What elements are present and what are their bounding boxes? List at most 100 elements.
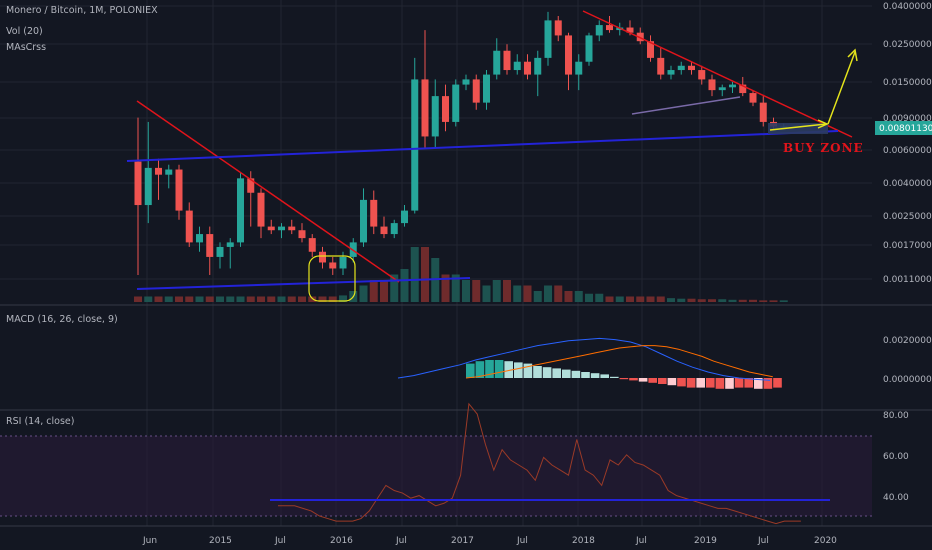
time-tick: 2019 <box>694 536 717 546</box>
candle-body <box>421 79 429 137</box>
price-tick: 0.02500000 <box>883 40 932 50</box>
macd-bar <box>514 362 523 378</box>
candle-body <box>759 102 767 122</box>
macd-bar <box>667 378 677 386</box>
candle-body <box>483 74 490 103</box>
time-tick: Jul <box>395 536 407 546</box>
macd-bar <box>504 361 513 378</box>
volume-bar <box>441 274 450 302</box>
candle-body <box>667 70 675 75</box>
volume-bar <box>257 296 265 302</box>
candle-body <box>718 87 726 91</box>
candle-body <box>298 230 306 239</box>
target-arrow-1 <box>769 123 827 131</box>
macd-bar <box>734 378 744 388</box>
candle-body <box>688 65 695 71</box>
volume-bar <box>359 285 368 302</box>
last-price-label: 0.00801130 <box>879 124 932 134</box>
macd-bar <box>610 376 619 378</box>
candle-body <box>739 84 747 94</box>
volume-bar <box>472 280 481 302</box>
candle-body <box>472 79 480 103</box>
ma-title: MAsCrss <box>6 42 46 53</box>
macd-bar <box>571 370 581 378</box>
macd-bar <box>466 363 475 378</box>
candles <box>134 11 788 275</box>
volume-bar <box>185 296 194 302</box>
candle-body <box>595 25 603 36</box>
volume-bar <box>626 296 634 302</box>
macd-bar <box>686 378 696 388</box>
candle-body <box>185 210 193 243</box>
volume-title: Vol (20) <box>6 26 43 37</box>
volume-bar <box>503 280 511 302</box>
volume-bar <box>154 296 163 302</box>
volume-bar <box>574 291 583 302</box>
time-tick: Jul <box>757 536 769 546</box>
macd-bar <box>600 374 609 378</box>
volume-bar <box>205 296 214 302</box>
candle-body <box>626 27 634 33</box>
candle-body <box>329 262 337 269</box>
support-line-lower <box>136 277 471 290</box>
macd-bar <box>485 360 494 378</box>
candle-body <box>606 25 613 31</box>
candle-body <box>308 238 316 252</box>
candle-body <box>278 226 285 231</box>
price-tick: 0.01500000 <box>883 78 932 88</box>
volume-bar <box>287 296 296 302</box>
macd-bar <box>562 369 571 378</box>
target-arrow-2 <box>827 51 856 125</box>
candle-body <box>155 167 162 175</box>
volume-bar <box>277 296 286 302</box>
volume-bar <box>164 296 173 302</box>
macd-bar <box>773 378 782 388</box>
time-tick: Jul <box>274 536 286 546</box>
volume-bar <box>482 285 491 302</box>
volume-bar <box>523 285 532 302</box>
candle-body <box>226 242 234 247</box>
macd-bar <box>648 378 657 383</box>
candle-body <box>647 41 654 58</box>
last-price-badge <box>875 121 932 135</box>
candle-body <box>319 251 326 263</box>
volume-bar <box>708 299 716 302</box>
time-tick: 2020 <box>814 536 837 546</box>
time-tick: 2016 <box>330 536 353 546</box>
macd-bar <box>619 378 629 380</box>
candle-body <box>513 61 521 71</box>
volume-bar <box>134 296 142 302</box>
volume-bar <box>492 280 501 302</box>
chart-title: Monero / Bitcoin, 1M, POLONIEX <box>6 5 158 16</box>
candle-body <box>196 234 203 243</box>
volume-bar <box>175 296 183 302</box>
volume-bar <box>779 300 788 302</box>
volume-bar <box>533 291 542 302</box>
candle-body <box>257 192 265 227</box>
macd-bar <box>638 378 648 382</box>
volume-bar <box>667 298 675 302</box>
macd-bar <box>533 366 542 378</box>
time-tick: 2017 <box>451 536 474 546</box>
macd-bar <box>706 378 715 388</box>
volume-bar <box>585 293 593 302</box>
macd-bar <box>754 378 763 389</box>
candle-body <box>206 234 214 257</box>
price-tick: 0.04000000 <box>883 2 932 12</box>
candle-body <box>247 178 255 193</box>
macd-bar <box>696 378 705 388</box>
volume-bar <box>410 247 419 302</box>
volume-bar <box>462 280 470 302</box>
macd-bar <box>475 361 485 378</box>
macd-bar <box>677 378 686 387</box>
candle-body <box>749 93 757 103</box>
macd-tick: 0.00000000 <box>883 375 932 385</box>
price-tick: 0.00600000 <box>883 146 932 156</box>
macd-bar <box>581 372 590 378</box>
buy-zone-box <box>768 123 828 134</box>
macd-bar <box>494 360 504 378</box>
price-tick: 0.00400000 <box>883 179 932 189</box>
volume-bar <box>728 299 737 302</box>
volume-bar <box>554 285 563 302</box>
